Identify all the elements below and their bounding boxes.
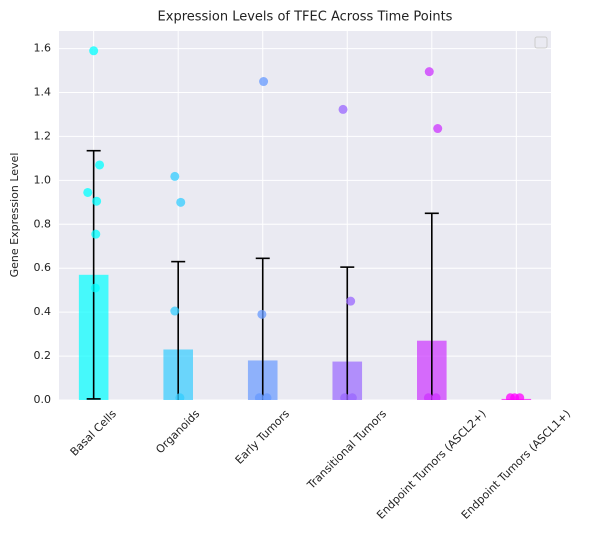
data-point: [176, 197, 186, 207]
data-point: [83, 187, 93, 197]
data-point: [95, 160, 105, 170]
data-point: [175, 393, 185, 400]
y-tick-label: 0.0: [34, 393, 52, 406]
data-point: [90, 283, 100, 293]
data-point: [433, 124, 443, 134]
y-tick-label: 1.0: [34, 173, 52, 186]
data-point: [340, 393, 350, 400]
x-tick-label: Organoids: [153, 407, 202, 456]
data-point: [262, 393, 272, 400]
data-point: [259, 77, 269, 87]
data-point: [424, 67, 434, 77]
y-tick-label: 1.2: [34, 129, 52, 142]
data-point: [257, 309, 267, 319]
data-point: [170, 306, 180, 316]
chart-title: Expression Levels of TFEC Across Time Po…: [158, 10, 453, 25]
y-tick-label: 0.8: [34, 217, 52, 230]
data-point: [170, 171, 180, 181]
y-axis-label: Gene Expression Level: [8, 153, 21, 278]
data-point: [92, 196, 102, 206]
data-point: [346, 296, 356, 306]
y-tick-label: 0.6: [34, 261, 52, 274]
x-tick-label: Transitional Tumors: [304, 407, 389, 492]
x-tick-label: Basal Cells: [68, 407, 120, 459]
data-point: [423, 393, 433, 400]
data-point: [89, 46, 99, 56]
data-point: [431, 393, 441, 400]
plot-background: [59, 31, 551, 400]
y-tick-label: 1.6: [34, 42, 52, 55]
legend: [534, 36, 548, 49]
x-tick-label: Early Tumors: [233, 407, 293, 467]
data-point: [347, 393, 357, 400]
plot-area: [78, 46, 532, 400]
data-point: [254, 393, 264, 400]
y-tick-label: 0.4: [34, 305, 52, 318]
data-point: [515, 393, 525, 400]
y-tick-label: 0.2: [34, 349, 52, 362]
y-tick-label: 1.4: [34, 86, 52, 99]
data-point: [338, 104, 348, 114]
data-point: [91, 229, 101, 239]
